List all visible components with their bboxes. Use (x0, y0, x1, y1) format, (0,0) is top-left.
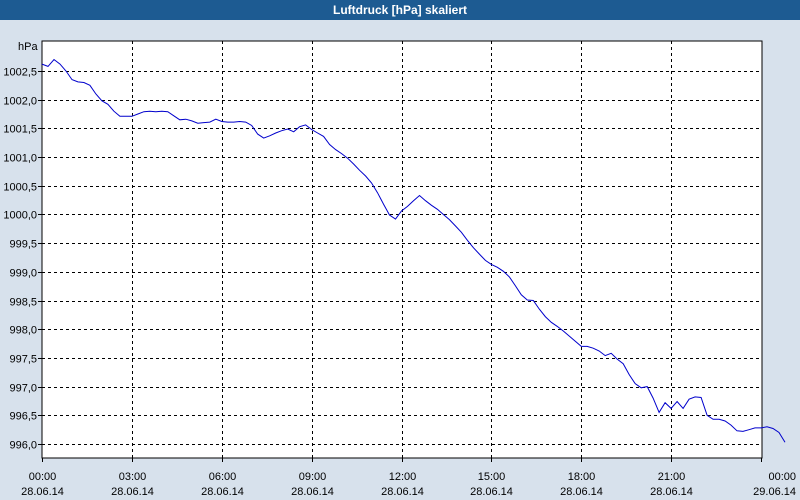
y-tick-label: 996,0 (9, 440, 37, 452)
y-tick-label: 999,0 (9, 268, 37, 280)
x-tick-time: 06:00 (209, 471, 237, 483)
plot-area (41, 40, 763, 459)
pressure-line (41, 58, 786, 443)
x-tick-date: 28.06.14 (291, 486, 334, 498)
y-tick-label: 1001,0 (3, 153, 37, 165)
y-axis-ticks: 996,0 996,5 997,0 997,5 998,0 998,5 999,0 999,5… (3, 67, 42, 452)
x-tick-time: 21:00 (658, 471, 686, 483)
x-tick-time: 00:00 (768, 471, 796, 483)
y-tick-label: 998,5 (9, 297, 37, 309)
x-tick-date: 28.06.14 (470, 486, 513, 498)
grid-lines (42, 41, 762, 458)
y-tick-label: 998,0 (9, 325, 37, 337)
x-axis-ticks: 00:00 28.06.14 03:00 28.06.14 06:00 28.06.14 0… (21, 458, 796, 498)
x-tick-time: 15:00 (478, 471, 506, 483)
x-tick-time: 18:00 (568, 471, 596, 483)
x-tick-date: 28.06.14 (650, 486, 693, 498)
x-tick-date: 28.06.14 (560, 486, 603, 498)
y-tick-label: 1002,5 (3, 67, 37, 79)
x-tick-date: 28.06.14 (381, 486, 424, 498)
y-tick-label: 997,5 (9, 354, 37, 366)
y-axis-unit-label: hPa (18, 41, 38, 53)
x-tick-date: 29.06.14 (753, 486, 796, 498)
y-tick-label: 1000,0 (3, 210, 37, 222)
chart-title: Luftdruck [hPa] skaliert (0, 0, 800, 20)
y-tick-label: 1001,5 (3, 124, 37, 136)
x-tick-date: 28.06.14 (21, 486, 64, 498)
y-tick-label: 1002,0 (3, 96, 37, 108)
y-tick-label: 999,5 (9, 239, 37, 251)
y-tick-label: 997,0 (9, 383, 37, 395)
y-tick-label: 1000,5 (3, 182, 37, 194)
x-tick-time: 03:00 (119, 471, 147, 483)
x-tick-time: 12:00 (389, 471, 417, 483)
x-tick-date: 28.06.14 (201, 486, 244, 498)
x-tick-time: 09:00 (299, 471, 327, 483)
x-tick-date: 28.06.14 (111, 486, 154, 498)
y-tick-label: 996,5 (9, 411, 37, 423)
x-tick-time: 00:00 (29, 471, 57, 483)
pressure-series (41, 58, 786, 443)
